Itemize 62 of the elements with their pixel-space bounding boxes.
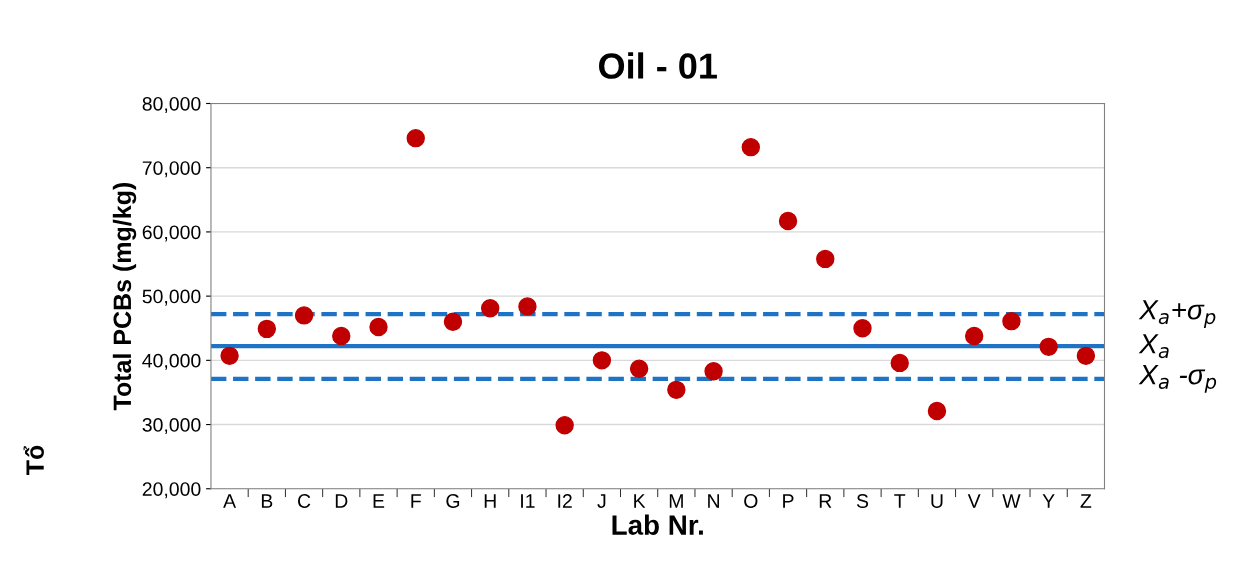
point — [406, 128, 425, 148]
point — [294, 306, 314, 325]
point — [369, 317, 388, 337]
point — [220, 346, 239, 366]
y-tick-label: 60,000 — [142, 225, 201, 242]
y-tick-label: 50,000 — [142, 289, 201, 306]
point — [778, 211, 798, 231]
point — [704, 362, 723, 381]
x-tick-label: D — [335, 494, 348, 508]
text: Tổ — [23, 445, 44, 475]
x-tick-label: H — [484, 494, 496, 508]
chart-title: Oil - 01 — [599, 52, 717, 79]
ref-line-label: X$_{a}$ -σ$_{p}$ — [1138, 365, 1217, 393]
point — [518, 297, 537, 316]
x-tick-label: P — [783, 494, 794, 508]
y-tick-label: 40,000 — [142, 353, 201, 370]
point — [332, 326, 351, 346]
point — [592, 351, 612, 370]
x-tick-label: F — [411, 494, 421, 508]
point — [1002, 311, 1021, 331]
x-tick-label: Y — [1042, 494, 1055, 508]
ref-line-label: X$_{a}$+σ$_{p}$ — [1138, 300, 1216, 328]
x-tick-label: G — [446, 494, 460, 508]
x-tick-label: O — [744, 494, 758, 508]
y-tick-label: 20,000 — [142, 482, 201, 499]
point — [257, 319, 277, 339]
y-tick-label: 70,000 — [142, 161, 201, 178]
x-tick-label: C — [298, 494, 311, 508]
point — [667, 380, 686, 400]
point — [927, 401, 947, 421]
x-tick-label: B — [261, 494, 273, 508]
x-tick-label: S — [856, 494, 869, 508]
x-axis-title: Lab Nr. — [612, 514, 703, 535]
point — [480, 299, 500, 318]
point — [853, 319, 872, 338]
point — [1039, 337, 1058, 357]
x-tick-label: V — [967, 494, 981, 508]
x-tick-label: I2 — [558, 494, 572, 508]
x-tick-label: M — [669, 494, 683, 508]
point — [555, 415, 574, 435]
point — [1076, 346, 1096, 366]
x-tick-label: I1 — [521, 494, 535, 508]
x-tick-label: E — [373, 494, 385, 508]
y-tick-label: 30,000 — [142, 418, 201, 435]
x-tick-label: K — [634, 494, 646, 508]
point — [629, 359, 649, 378]
x-tick-label: A — [223, 494, 237, 508]
point — [890, 353, 909, 373]
x-tick-label: W — [1002, 494, 1021, 508]
point — [741, 137, 761, 157]
point — [816, 249, 835, 269]
point — [443, 312, 463, 332]
x-tick-label: N — [708, 494, 720, 508]
ref-line-label: X$_{a}$ — [1138, 334, 1169, 359]
point — [964, 326, 984, 346]
x-tick-label: U — [931, 494, 943, 508]
x-tick-label: T — [894, 494, 906, 508]
x-tick-label: Z — [1080, 494, 1092, 508]
y-axis-title: Total PCBs (mg/kg) — [112, 183, 137, 411]
y-tick-label: 80,000 — [142, 96, 201, 114]
x-tick-label: J — [597, 494, 606, 508]
x-tick-label: R — [819, 494, 832, 508]
